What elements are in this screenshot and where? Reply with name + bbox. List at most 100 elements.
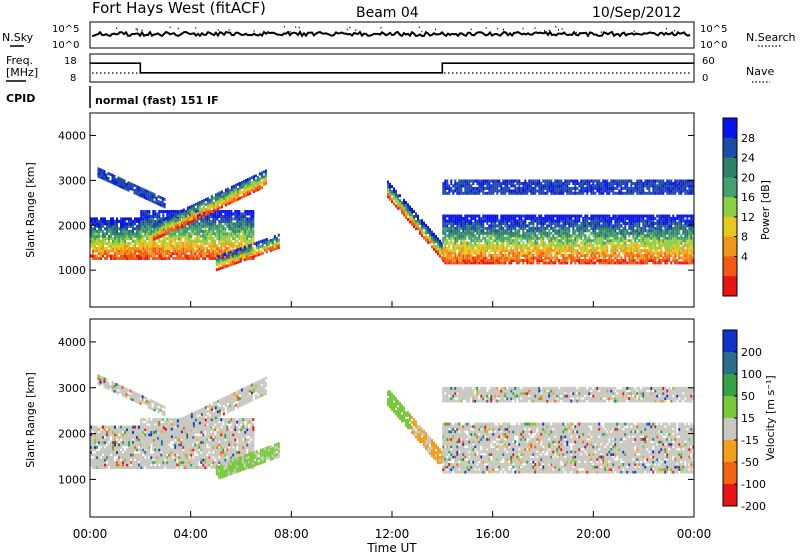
power-cell xyxy=(128,234,130,238)
power-cell xyxy=(212,222,215,226)
power-cell xyxy=(638,261,641,265)
power-cell xyxy=(662,256,665,260)
power-cell xyxy=(612,182,615,185)
power-cell xyxy=(516,186,519,190)
power-cell xyxy=(215,260,218,264)
power-cell xyxy=(634,239,637,243)
power-cell xyxy=(458,234,461,238)
power-cell xyxy=(196,227,199,231)
power-cell xyxy=(442,251,445,255)
power-cell xyxy=(476,191,479,195)
power-cell xyxy=(214,247,217,251)
power-cell xyxy=(674,231,677,235)
power-cell xyxy=(206,242,209,246)
power-cell xyxy=(564,189,567,193)
power-cell xyxy=(184,242,187,246)
power-cell xyxy=(572,214,575,218)
power-cell xyxy=(578,256,581,260)
power-cell xyxy=(218,196,221,200)
power-cell xyxy=(142,239,145,243)
power-cell xyxy=(248,179,251,183)
power-cell xyxy=(228,234,231,238)
power-cell xyxy=(446,219,449,223)
power-cell xyxy=(94,234,96,238)
power-cell xyxy=(502,219,505,223)
power-cell xyxy=(554,261,557,265)
power-cell xyxy=(616,226,619,230)
power-cell xyxy=(110,219,112,223)
power-cell xyxy=(238,184,241,188)
power-cell xyxy=(522,226,525,230)
power-cell xyxy=(158,222,161,226)
power-cell xyxy=(568,234,571,238)
power-cell xyxy=(421,221,423,225)
power-cell xyxy=(664,239,667,243)
power-cell xyxy=(516,179,519,183)
power-cell xyxy=(230,232,233,236)
power-cell xyxy=(574,236,577,240)
power-cell xyxy=(644,249,647,253)
power-cell xyxy=(542,249,545,253)
power-cell xyxy=(518,254,521,257)
power-cell xyxy=(228,215,231,218)
power-cell xyxy=(446,259,449,262)
power-cell xyxy=(624,217,627,220)
power-cell xyxy=(518,251,521,255)
power-cell xyxy=(482,249,485,253)
power-cell xyxy=(188,218,191,221)
power-cell xyxy=(470,236,473,240)
power-cell xyxy=(425,226,427,230)
power-cell xyxy=(466,184,469,188)
power-cell xyxy=(198,205,201,209)
power-cell xyxy=(526,231,529,235)
power-cell xyxy=(606,191,609,195)
power-cell xyxy=(214,244,217,248)
power-cell xyxy=(488,191,491,195)
power-cell xyxy=(686,254,689,257)
power-cell xyxy=(210,205,213,209)
power-cell xyxy=(220,215,223,218)
power-cell xyxy=(476,256,479,260)
power-cell xyxy=(196,232,199,236)
power-cell xyxy=(160,256,163,260)
power-cell xyxy=(476,219,479,223)
power-cell xyxy=(624,221,627,225)
power-cell xyxy=(626,191,629,195)
power-cell xyxy=(488,189,491,193)
power-cell xyxy=(389,197,391,201)
power-cell xyxy=(500,226,503,230)
power-cell xyxy=(248,229,251,233)
power-cell xyxy=(652,236,655,240)
power-cell xyxy=(580,231,583,235)
power-cell xyxy=(198,200,201,204)
power-cell xyxy=(498,219,501,223)
power-cell xyxy=(506,229,509,233)
power-cell xyxy=(150,237,153,241)
power-cell xyxy=(678,214,681,218)
power-cell xyxy=(486,241,489,245)
power-cell xyxy=(518,259,521,262)
power-cell xyxy=(122,242,124,246)
power-cell xyxy=(688,249,691,253)
power-cell xyxy=(488,254,491,257)
power-cell xyxy=(119,182,122,186)
power-cell xyxy=(130,219,132,223)
power-cell xyxy=(622,259,625,262)
power-cell xyxy=(261,244,264,248)
power-cell xyxy=(152,219,155,223)
power-cell xyxy=(606,259,609,262)
power-cell xyxy=(528,254,531,257)
power-cell xyxy=(604,241,607,245)
power-cell xyxy=(116,232,118,236)
power-cell xyxy=(514,251,517,255)
power-cell xyxy=(588,251,591,255)
power-cell xyxy=(240,222,243,226)
power-cell xyxy=(614,182,617,185)
power-cell xyxy=(594,256,597,260)
power-cell xyxy=(660,251,663,255)
power-cell xyxy=(476,189,479,193)
power-cell xyxy=(546,231,549,235)
power-cell xyxy=(516,261,519,265)
power-cell xyxy=(146,244,149,248)
power-cell xyxy=(584,249,587,253)
